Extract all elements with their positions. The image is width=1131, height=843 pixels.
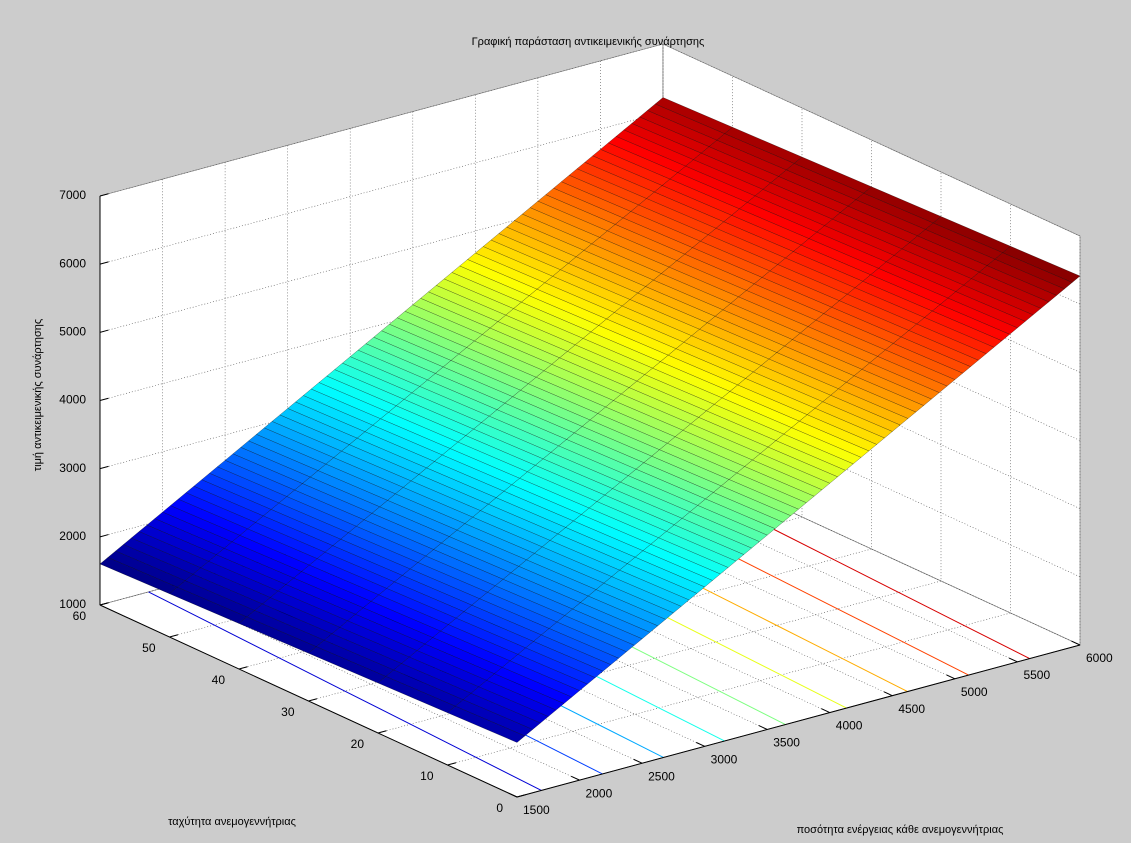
x-tick-label: 1500	[523, 803, 550, 817]
z-tick	[99, 261, 109, 265]
x-tick-label: 4000	[836, 719, 863, 733]
z-tick-label: 5000	[59, 325, 86, 339]
y-grid-line	[447, 204, 1011, 766]
y-tick	[169, 634, 179, 638]
z-tick-label: 1000	[59, 597, 86, 611]
axis-line	[516, 644, 1081, 798]
axis-line	[99, 604, 518, 798]
z-tick	[99, 465, 109, 470]
y-tick	[447, 762, 457, 766]
y-tick	[238, 666, 248, 670]
x-tick-label: 3500	[773, 736, 800, 750]
x-tick	[571, 775, 580, 781]
surface-patch	[447, 706, 526, 743]
x-tick	[1008, 657, 1018, 663]
y-tick-label: 40	[212, 673, 226, 687]
y-tick-label: 0	[496, 801, 503, 815]
y-axis-label: ταχύτητα ανεμογεννήτριας	[168, 816, 296, 828]
y-tick-label: 50	[142, 641, 156, 655]
z-tick-label: 3000	[59, 461, 86, 475]
x-tick	[1071, 640, 1081, 646]
x-tick-label: 6000	[1086, 651, 1113, 665]
y-tick-label: 10	[420, 769, 434, 783]
z-tick	[99, 397, 109, 401]
x-axis-label: ποσότητα ενέργειας κάθε ανεμογεννήτριας	[797, 824, 1004, 836]
y-tick-label: 30	[281, 705, 295, 719]
y-tick-label: 60	[73, 609, 87, 623]
z-tick-label: 4000	[59, 393, 86, 407]
x-tick-label: 4500	[898, 702, 925, 716]
x-tick	[633, 758, 643, 764]
z-tick	[99, 329, 109, 333]
x-tick	[696, 742, 705, 747]
y-tick-label: 20	[351, 737, 365, 751]
y-tick	[377, 730, 387, 734]
x-tick-label: 2500	[648, 769, 675, 783]
x-tick-label: 5500	[1023, 668, 1050, 682]
z-axis-label: τιμή αντικειμενικής συνάρτησης	[32, 319, 44, 471]
chart-title: Γραφική παράσταση αντικειμενικής συνάρτη…	[472, 36, 705, 48]
x-tick-label: 3000	[711, 753, 738, 767]
surface	[99, 97, 1081, 743]
x-tick	[883, 691, 893, 697]
y-tick	[308, 698, 318, 702]
x-tick-label: 5000	[961, 685, 988, 699]
z-tick-label: 2000	[59, 529, 86, 543]
z-tick	[99, 193, 109, 197]
z-tick-label: 7000	[59, 188, 86, 202]
x-tick	[758, 725, 768, 730]
contour-line	[148, 591, 542, 791]
axes: 1500 2000 2500 3000 3500 4000 4500 5000 5500 6000…	[59, 188, 1113, 817]
x-tick-label: 2000	[586, 786, 613, 800]
x-tick	[946, 674, 956, 680]
z-tick	[99, 602, 109, 606]
z-tick-label: 6000	[59, 256, 86, 270]
z-tick	[99, 534, 109, 538]
y-grid-line	[516, 236, 1081, 798]
x-tick	[821, 708, 830, 714]
